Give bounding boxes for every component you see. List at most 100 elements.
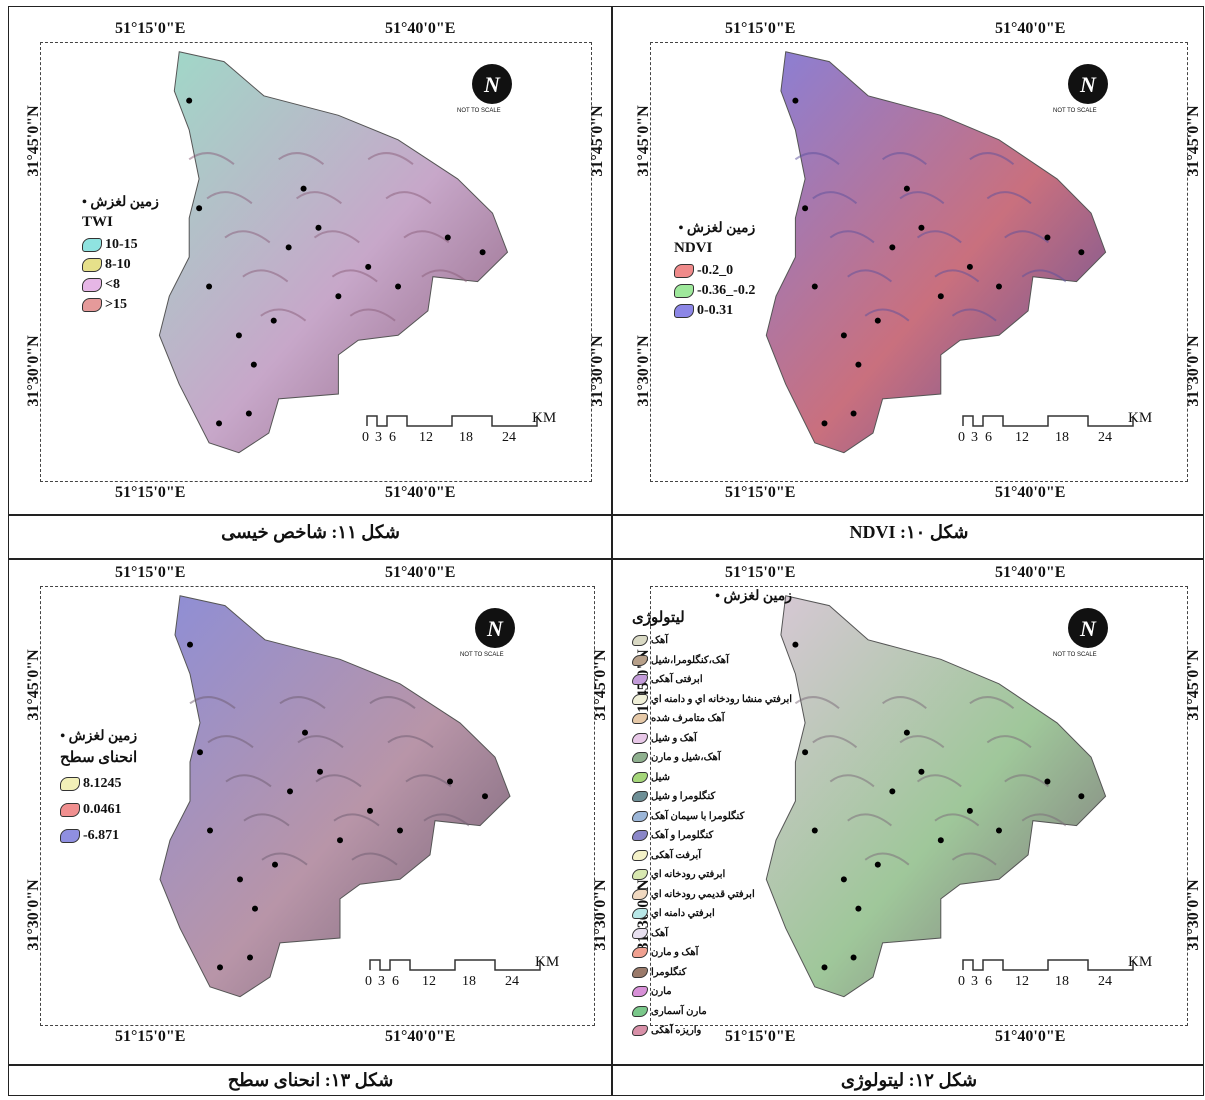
- landslide-point: [850, 410, 857, 417]
- legend-item-label: آهک: [651, 927, 669, 939]
- lon-label-top-2: 51°40'0"E: [995, 564, 1066, 581]
- legend-swatch: [632, 752, 648, 764]
- map-legend: زمین لغزش • NDVI -0.2_0 -0.36_-0.2 0-0.31: [674, 220, 755, 321]
- legend-item-label: آهک و شيل: [651, 732, 697, 744]
- landslide-point: [1078, 793, 1085, 800]
- landslide-point: [811, 283, 818, 290]
- landslide-point: [300, 185, 307, 192]
- legend-item-label: كنگلومرا: [651, 966, 687, 978]
- landslide-point: [216, 420, 223, 427]
- legend-item-label: 10-15: [105, 237, 138, 252]
- landslide-point: [285, 244, 292, 251]
- landslide-point: [287, 788, 293, 795]
- landslide-point: [444, 234, 451, 241]
- study-area-shape: [158, 51, 509, 454]
- legend-swatch: [632, 986, 648, 998]
- scale-tick-label: 6: [985, 974, 992, 989]
- landslide-point: [187, 641, 193, 648]
- terrain-ridge: [349, 308, 396, 322]
- legend-title: NDVI: [674, 240, 713, 256]
- legend-item: <8: [82, 275, 159, 295]
- legend-item: آهک: [632, 924, 792, 944]
- landslide-point: [802, 205, 809, 212]
- scale-tick-label: 12: [422, 974, 436, 989]
- legend-item: 8-10: [82, 255, 159, 275]
- legend-item-label: مارن آسماری: [651, 1005, 707, 1017]
- terrain-ridge: [421, 269, 468, 283]
- terrain-ridge: [387, 735, 434, 749]
- legend-item: >15: [82, 295, 159, 315]
- lon-label-bottom-2: 51°40'0"E: [385, 484, 456, 501]
- landslide-point: [995, 827, 1002, 834]
- scale-tick-label: 12: [1015, 430, 1029, 445]
- landslide-point: [317, 768, 323, 775]
- terrain-ridge: [206, 191, 253, 205]
- terrain-ridge: [296, 191, 342, 205]
- landslide-point: [937, 837, 944, 844]
- landslide-point: [235, 332, 242, 339]
- terrain-ridge: [188, 152, 235, 166]
- legend-title: TWI: [82, 214, 113, 230]
- landslide-point: [792, 641, 799, 648]
- landslide-point: [966, 263, 973, 270]
- scale-tick-label: 18: [1055, 974, 1069, 989]
- legend-item-label: كنگلومرا و آهک: [651, 830, 714, 842]
- scale-tick-label: 24: [1098, 430, 1112, 445]
- north-arrow-letter: N: [487, 616, 503, 641]
- landslide-point: [802, 749, 809, 756]
- legend-item: مارن آسماری: [632, 1002, 792, 1022]
- terrain-ridge: [367, 152, 414, 166]
- legend-item: شيل: [632, 768, 792, 788]
- grid-divider-horizontal: [8, 558, 1204, 560]
- legend-item-label: -0.36_-0.2: [697, 283, 756, 298]
- terrain-ridge: [794, 696, 840, 710]
- legend-swatch: [82, 258, 102, 272]
- legend-swatch: [632, 888, 648, 900]
- scale-tick-label: 12: [1015, 974, 1029, 989]
- terrain-ridge: [351, 852, 398, 866]
- legend-item-label: ابرفتي رودخانه اي: [651, 869, 726, 881]
- figure-caption: شکل ۱۳: انحنای سطح: [227, 1070, 394, 1090]
- legend-point-label: زمین لغزش •: [60, 729, 138, 744]
- legend-swatch: [82, 298, 102, 312]
- terrain-ridge: [315, 774, 362, 788]
- scale-tick-label: 6: [985, 430, 992, 445]
- legend-item-label: آهک،كنگلومرا،شيل: [651, 654, 729, 666]
- terrain-ridge: [951, 852, 997, 866]
- legend-swatch: [632, 732, 648, 744]
- legend-item: آهک و شيل: [632, 729, 792, 749]
- scale-tick-label: 3: [971, 430, 978, 445]
- map-legend: زمین لغزش • انحنای سطح 8.1245 0.0461 -6.871: [60, 728, 137, 849]
- figure-caption: شکل ۱۰: NDVI: [849, 522, 969, 542]
- legend-swatch: [632, 713, 648, 725]
- lon-label-bottom-1: 51°15'0"E: [725, 484, 796, 501]
- landslide-point: [821, 420, 828, 427]
- terrain-ridge: [225, 774, 272, 788]
- terrain-ridge: [242, 269, 289, 283]
- scale-bar: [366, 415, 538, 427]
- legend-item: آهک و مارن: [632, 943, 792, 963]
- legend-item-label: -0.2_0: [697, 263, 734, 278]
- terrain-ridge: [369, 696, 416, 710]
- landslide-point: [995, 283, 1002, 290]
- study-area-shape: [159, 595, 511, 998]
- landslide-point: [918, 768, 925, 775]
- lon-label-bottom-1: 51°15'0"E: [115, 1028, 186, 1045]
- terrain-ridge: [812, 735, 858, 749]
- terrain-ridge: [934, 813, 980, 827]
- landslide-point: [1044, 234, 1051, 241]
- landslide-point: [247, 954, 253, 961]
- map-area: [765, 51, 1107, 454]
- landslide-point: [395, 283, 402, 290]
- legend-item: ابرفتی آهکی: [632, 670, 792, 690]
- north-arrow-letter: N: [1080, 72, 1096, 97]
- landslide-point: [196, 205, 203, 212]
- grid-divider-vertical: [611, 6, 613, 1096]
- scale-tick-label: 24: [502, 430, 516, 445]
- legend-item-label: كنگلومرا با سيمان آهک: [651, 810, 745, 822]
- legend-item: ابرفتي منشا رودخانه اي و دامنه اي: [632, 690, 792, 710]
- scale-tick-label: 3: [375, 430, 382, 445]
- terrain-ridge: [986, 735, 1032, 749]
- landslide-point: [197, 749, 203, 756]
- landslide-point: [903, 185, 910, 192]
